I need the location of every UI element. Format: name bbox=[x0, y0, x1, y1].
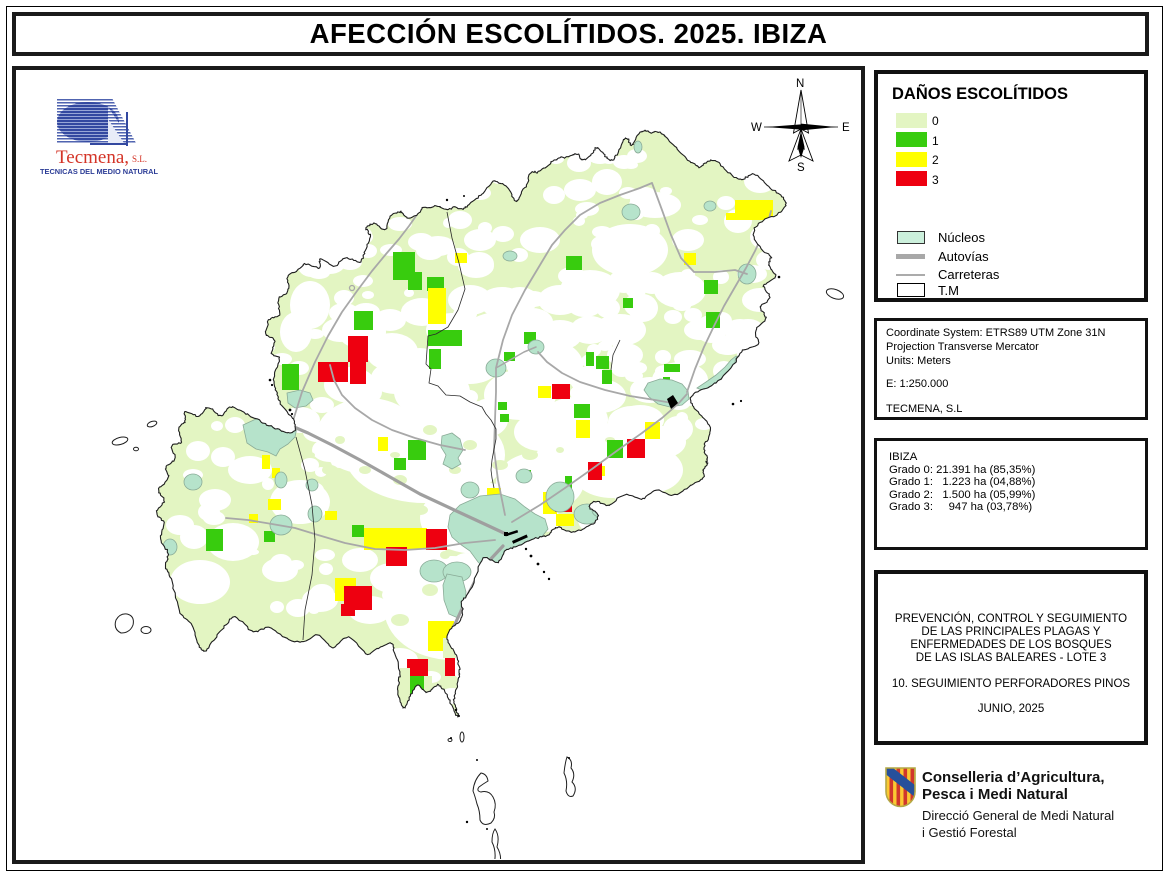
svg-text:S.L.: S.L. bbox=[132, 154, 147, 164]
svg-text:W: W bbox=[751, 122, 762, 134]
svg-text:Tecmena,: Tecmena, bbox=[56, 147, 129, 168]
svg-text:TECNICAS DEL MEDIO NATURAL: TECNICAS DEL MEDIO NATURAL bbox=[40, 167, 158, 176]
svg-text:S: S bbox=[797, 162, 805, 174]
svg-text:E: E bbox=[842, 122, 850, 134]
svg-text:N: N bbox=[796, 78, 804, 90]
